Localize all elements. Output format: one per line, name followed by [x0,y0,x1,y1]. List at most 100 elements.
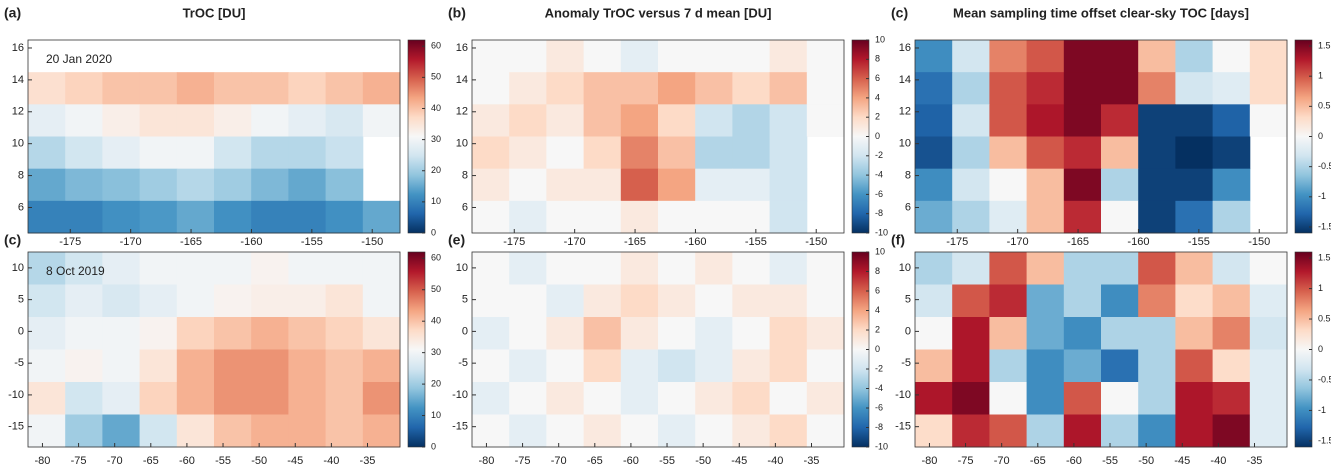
x-tick-label: -55 [659,455,675,467]
heatmap-cell [989,317,1028,350]
heatmap-cell [695,200,733,234]
heatmap-cell [1175,382,1214,415]
heatmap-cell [583,317,622,350]
heatmap-cell [176,72,215,105]
heatmap-cell [1249,284,1288,318]
panel-label: (c) [4,232,21,248]
heatmap-cell [695,168,733,202]
heatmap-cell [251,136,289,170]
heatmap-cell [1026,317,1065,350]
heatmap-cell [769,136,808,170]
heatmap-cell [214,317,252,350]
colorbar-tick-label: 60 [431,253,441,263]
heatmap-cell [1175,284,1214,318]
heatmap-cell [139,414,178,448]
heatmap-cell [65,136,103,170]
colorbar-tick-label: 4 [875,92,880,102]
x-tick-label: -155 [1188,236,1210,248]
x-tick-label: -155 [745,236,767,248]
x-tick-label: -60 [623,455,639,467]
x-tick-label: -50 [1138,455,1154,467]
heatmap-cell [214,382,252,415]
heatmap-cell [583,414,622,448]
colorbar-tick-label: -1 [1318,191,1326,201]
annotation: 8 Oct 2019 [46,264,105,278]
heatmap-cell [1063,136,1102,170]
heatmap-cell [362,104,401,137]
heatmap-cell [1026,349,1065,383]
heatmap-cell [583,72,622,105]
heatmap-cell [251,72,289,105]
colorbar-tick-label: 10 [875,246,885,256]
heatmap-cell [1175,104,1214,137]
heatmap-cell [509,136,547,170]
colorbar-tick-label: -6 [875,189,883,199]
heatmap-cell [732,136,771,170]
y-tick-label: 6 [462,201,468,213]
x-tick-label: -55 [1102,455,1118,467]
x-tick-label: -165 [624,236,646,248]
heatmap-cell [769,317,808,350]
heatmap-cell [28,349,66,383]
heatmap-cell [1212,414,1251,448]
heatmap-cell [695,136,733,170]
heatmap-cell [65,104,103,137]
heatmap-cell [102,284,141,318]
heatmap-cell [915,104,953,137]
heatmap-cell [1138,284,1176,318]
heatmap-cell [288,200,327,234]
panel-label: (c) [891,5,908,21]
y-tick-label: 12 [456,106,468,118]
heatmap-cell [472,104,510,137]
x-tick-label: -70 [107,455,123,467]
plot-frame [914,251,1288,448]
plot-frame [914,39,1288,234]
heatmap-cell [325,104,364,137]
x-tick-label: -60 [1066,455,1082,467]
heatmap-cell [1249,72,1288,105]
heatmap-cell [732,168,771,202]
heatmap-cell [1212,200,1251,234]
heatmap-cell [658,104,696,137]
heatmap-cell [139,284,178,318]
heatmap-cell [952,317,990,350]
heatmap-cell [102,382,141,415]
heatmap-cell [806,104,845,137]
heatmap-cell [1101,136,1139,170]
heatmap-cell [989,136,1028,170]
x-tick-label: -75 [958,455,974,467]
colorbar-tick-label: 10 [431,196,441,206]
y-tick-label: 14 [899,74,911,86]
heatmap-cell [1026,168,1065,202]
x-tick-label: -40 [1210,455,1226,467]
x-tick-label: -160 [684,236,706,248]
heatmap-cell [1175,414,1214,448]
heatmap-cell [65,252,103,285]
heatmap-cell [952,284,990,318]
heatmap-cell [325,136,364,170]
heatmap-cell [1101,40,1139,73]
x-tick-label: -40 [767,455,783,467]
heatmap-cell [583,136,622,170]
annotation: 20 Jan 2020 [46,52,112,66]
heatmap-cell [1063,252,1102,285]
heatmap-cell [472,414,510,448]
heatmap-cell [325,72,364,105]
heatmap-cell [546,72,585,105]
heatmap-cell [583,382,622,415]
heatmap-cell [288,317,327,350]
heatmap-cell [658,317,696,350]
heatmap-cell [65,382,103,415]
heatmap-cell [28,136,66,170]
heatmap-cell [325,414,364,448]
heatmap-cell [732,72,771,105]
plot-frame [471,251,845,448]
heatmap-cell [989,40,1028,73]
colorbar-tick-label: -6 [875,402,883,412]
heatmap-cell [583,349,622,383]
heatmap-cell [102,104,141,137]
heatmap-cell [509,200,547,234]
heatmap-cell [28,168,66,202]
colorbar-tick-label: 10 [431,410,441,420]
colorbar-tick-label: 0 [875,344,880,354]
